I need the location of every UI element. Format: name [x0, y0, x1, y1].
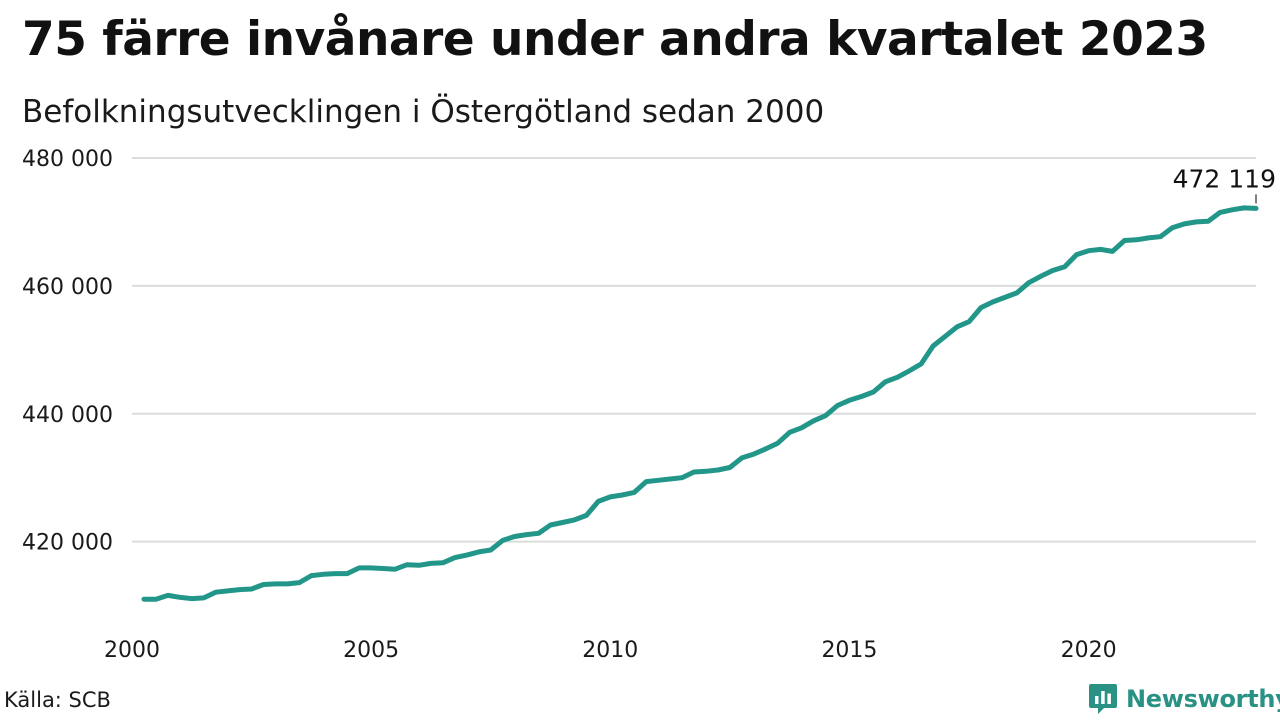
x-tick-label: 2020 — [1061, 638, 1117, 663]
x-tick-label: 2010 — [582, 638, 638, 663]
end-value-label: 472 119 — [1173, 164, 1276, 193]
brand-name: Newsworthy — [1126, 685, 1280, 713]
chart-title: 75 färre invånare under andra kvartalet … — [22, 12, 1208, 67]
y-tick-label: 480 000 — [22, 147, 113, 172]
chart-subtitle: Befolkningsutvecklingen i Östergötland s… — [22, 94, 825, 130]
y-tick-label: 420 000 — [22, 531, 113, 556]
y-tick-label: 440 000 — [22, 403, 113, 428]
brand-logo: Newsworthy — [1088, 682, 1280, 716]
x-tick-label: 2015 — [821, 638, 877, 663]
series-line — [141, 205, 1259, 602]
x-tick-label: 2000 — [104, 638, 160, 663]
x-tick-label: 2005 — [343, 638, 399, 663]
newsworthy-logo-icon — [1089, 684, 1117, 714]
source-label: Källa: SCB — [4, 688, 111, 712]
y-tick-label: 460 000 — [22, 275, 113, 300]
